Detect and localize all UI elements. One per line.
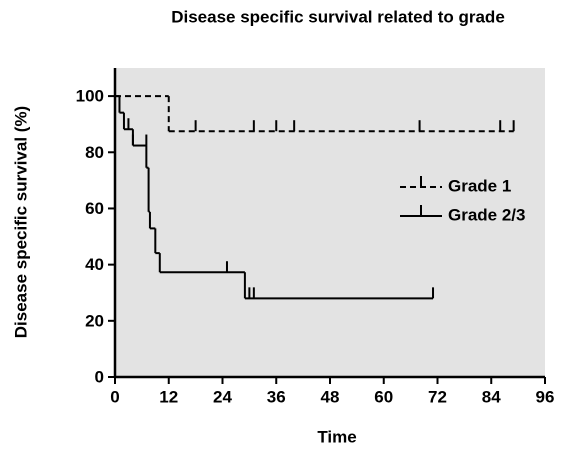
x-tick-label: 12: [159, 387, 178, 406]
x-tick-label: 84: [482, 387, 501, 406]
y-tick-label: 100: [76, 87, 104, 106]
x-axis-label: Time: [317, 427, 356, 446]
y-tick-label: 40: [85, 255, 104, 274]
y-tick-label: 80: [85, 143, 104, 162]
x-tick-label: 0: [110, 387, 119, 406]
x-tick-label: 24: [213, 387, 232, 406]
y-tick-label: 0: [95, 367, 104, 386]
x-tick-label: 36: [267, 387, 286, 406]
y-tick-label: 20: [85, 311, 104, 330]
y-tick-label: 60: [85, 199, 104, 218]
x-tick-label: 60: [374, 387, 393, 406]
chart-title: Disease specific survival related to gra…: [171, 7, 505, 26]
legend-label: Grade 1: [448, 176, 511, 195]
x-tick-label: 72: [428, 387, 447, 406]
legend-label: Grade 2/3: [448, 205, 526, 224]
y-axis-label: Disease specific survival (%): [11, 106, 30, 338]
plot-background: [115, 68, 545, 377]
x-tick-label: 48: [321, 387, 340, 406]
x-tick-label: 96: [536, 387, 555, 406]
